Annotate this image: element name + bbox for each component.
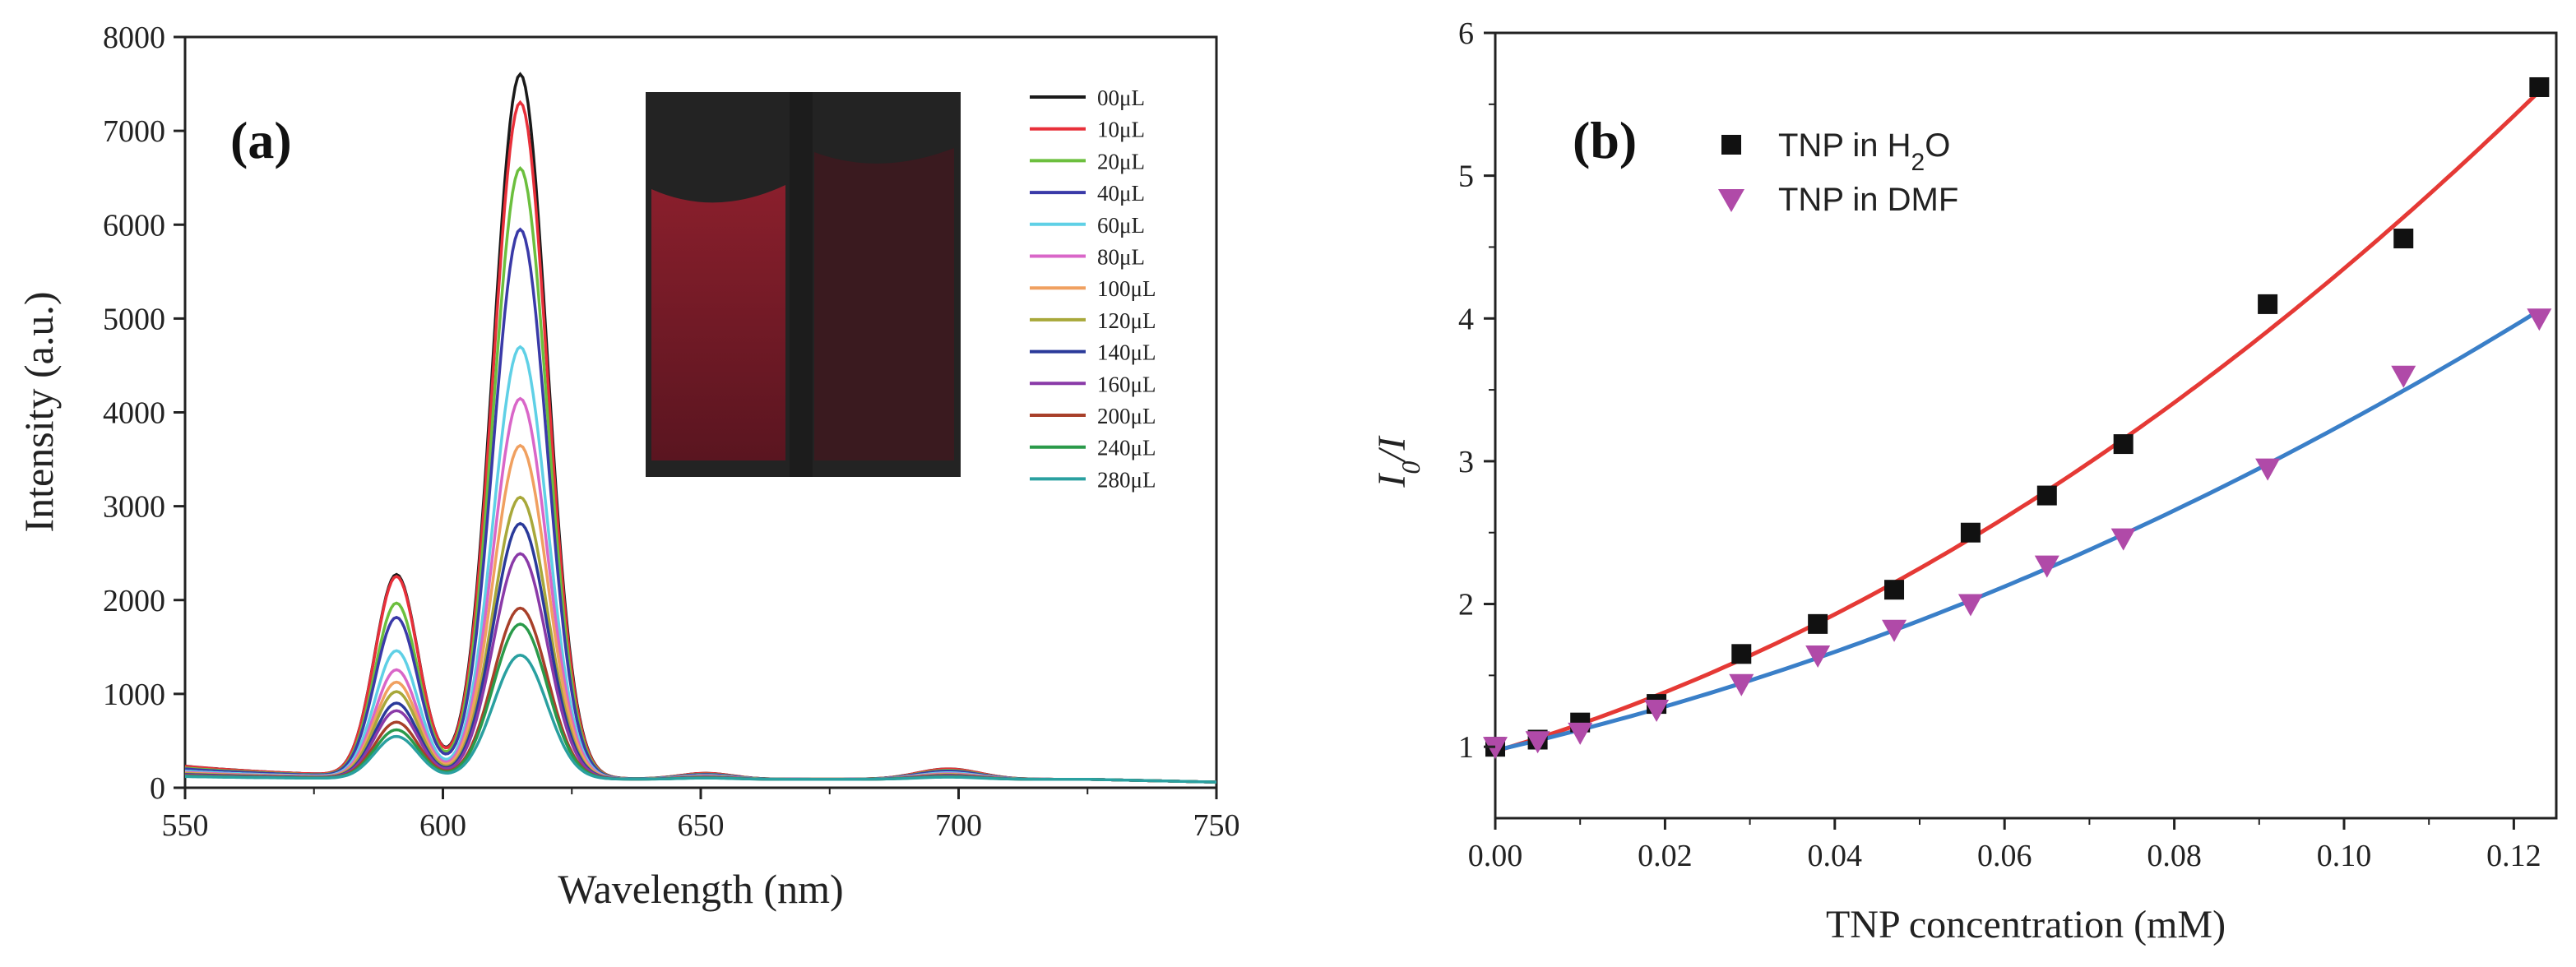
panel-b-data-points — [1483, 76, 2552, 760]
panel-a-spectrum-chart: 550 600 650 700 750 0 1000 2000 3000 4000 5000 6000… — [16, 21, 1240, 912]
panel-b-y-tick-label: 2 — [1458, 588, 1474, 622]
panel-b-x-axis-label: TNP concentration (mM) — [1826, 903, 2226, 946]
data-point-square — [2258, 294, 2278, 314]
legend-label-80μL: 80μL — [1097, 245, 1145, 270]
panel-a-y-tick-label: 6000 — [103, 208, 165, 243]
panel-b-x-tick-label: 0.06 — [1977, 839, 2032, 873]
data-point-square — [1960, 522, 1981, 543]
legend-marker-square — [1721, 135, 1741, 155]
inset-cuvette-left — [651, 185, 785, 460]
legend-label-120μL: 120μL — [1097, 308, 1156, 333]
panel-b-fit-curves — [1494, 90, 2541, 754]
legend-label-10μL: 10μL — [1097, 118, 1145, 142]
data-point-square — [1884, 580, 1905, 600]
panel-a-x-tick-label: 700 — [935, 808, 982, 843]
data-point-triangle — [2527, 308, 2552, 331]
panel-a-y-tick-label: 4000 — [103, 396, 165, 431]
panel-a-x-axis-label: Wavelength (nm) — [558, 866, 843, 912]
panel-b-x-tick-label: 0.02 — [1638, 839, 1693, 873]
panel-b-y-tick-label: 6 — [1458, 16, 1474, 51]
data-point-triangle — [1644, 700, 1670, 723]
panel-b-y-tick-label: 5 — [1458, 160, 1474, 194]
panel-b-y-tick-label: 1 — [1458, 730, 1474, 765]
legend-label-40μL: 40μL — [1097, 181, 1145, 206]
panel-a-y-tick-label: 3000 — [103, 490, 165, 525]
data-point-square — [1808, 613, 1828, 634]
legend-label-140μL: 140μL — [1097, 340, 1156, 365]
panel-a-legend: 00μL 10μL 20μL 40μL 60μL 80μL 100μL 120μL 140μL 1… — [1030, 86, 1156, 492]
spectrum-line-280μL — [185, 654, 1216, 784]
data-point-triangle — [1525, 731, 1550, 754]
data-point-triangle — [1882, 619, 1907, 642]
panel-b-plot-frame — [1494, 31, 2558, 820]
panel-b-y-axis-label: I0/I — [1370, 435, 1425, 488]
panel-a-label: (a) — [230, 111, 292, 169]
panel-b-y-tick-label: 3 — [1458, 445, 1474, 479]
fit-curve-1 — [1494, 308, 2541, 752]
panel-a-y-tick-label: 2000 — [103, 584, 165, 618]
spectrum-line-200μL — [185, 606, 1216, 784]
panel-a-y-axis-label: Intensity (a.u.) — [16, 292, 62, 533]
legend-label-20μL: 20μL — [1097, 149, 1145, 174]
data-point-square — [2529, 76, 2550, 97]
legend-label-160μL: 160μL — [1097, 372, 1156, 396]
panel-b-x-tick-label: 0.10 — [2317, 839, 2372, 873]
spectrum-line-240μL — [185, 622, 1216, 784]
panel-a-ticks: 550 600 650 700 750 0 1000 2000 3000 4000 5000 6000… — [103, 21, 1240, 843]
panel-b-x-tick-label: 0.12 — [2486, 839, 2541, 873]
data-point-triangle — [2255, 458, 2281, 481]
panel-a-x-tick-label: 600 — [419, 808, 466, 843]
legend-label-60μL: 60μL — [1097, 213, 1145, 238]
spectrum-line-100μL — [184, 443, 1216, 784]
panel-b-label: (b) — [1573, 111, 1637, 169]
data-point-triangle — [1805, 645, 1831, 669]
panel-b-x-tick-label: 0.00 — [1468, 839, 1523, 873]
panel-a-curves — [184, 72, 1216, 784]
legend-label-100μL: 100μL — [1097, 276, 1156, 301]
legend-label-240μL: 240μL — [1097, 436, 1156, 460]
panel-a-x-tick-label: 650 — [678, 808, 725, 843]
panel-a-y-tick-label: 8000 — [103, 21, 165, 55]
panel-a-x-tick-label: 750 — [1193, 808, 1240, 843]
panel-a-inset-photo — [646, 92, 961, 477]
panel-a-x-tick-label: 550 — [162, 808, 209, 843]
panel-b-x-tick-label: 0.08 — [2147, 839, 2202, 873]
data-point-triangle — [2034, 555, 2059, 578]
legend-label-200μL: 200μL — [1097, 404, 1156, 428]
panel-b-x-tick-label: 0.04 — [1808, 839, 1863, 873]
legend-label-1: TNP in DMF — [1778, 182, 1958, 218]
spectrum-line-160μL — [184, 552, 1216, 784]
panel-a-y-tick-label: 0 — [150, 771, 165, 806]
data-point-square — [2036, 485, 2057, 506]
data-point-triangle — [1957, 594, 1983, 617]
panel-a-y-tick-label: 5000 — [103, 302, 165, 336]
panel-b-quenching-chart: 0.00 0.02 0.04 0.06 0.08 0.10 0.12 1 2 3 4 5 6 TNP i… — [1370, 16, 2558, 946]
inset-cuvette-right — [814, 148, 954, 460]
spectrum-line-140μL — [184, 521, 1216, 784]
fit-curve-0 — [1494, 90, 2541, 754]
inset-divider — [790, 92, 813, 477]
legend-label-280μL: 280μL — [1097, 467, 1156, 492]
data-point-triangle — [1729, 673, 1754, 696]
data-point-square — [2393, 229, 2414, 249]
panel-a-y-tick-label: 1000 — [103, 678, 165, 712]
data-point-square — [2113, 434, 2134, 455]
panel-a-y-tick-label: 7000 — [103, 114, 165, 149]
legend-label-00μL: 00μL — [1097, 86, 1145, 110]
legend-label-0: TNP in H2O — [1778, 127, 1950, 176]
spectrum-line-120μL — [184, 495, 1216, 784]
legend-marker-triangle — [1718, 189, 1744, 212]
data-point-triangle — [2110, 528, 2136, 551]
data-point-square — [1731, 644, 1752, 664]
data-point-triangle — [1568, 722, 1593, 745]
panel-b-y-tick-label: 4 — [1458, 302, 1474, 336]
panel-b-legend: TNP in H2O TNP in DMF — [1718, 127, 1958, 218]
panel-b-ticks: 0.00 0.02 0.04 0.06 0.08 0.10 0.12 1 2 3 4 5 6 — [1458, 16, 2541, 873]
data-point-triangle — [2391, 365, 2416, 388]
